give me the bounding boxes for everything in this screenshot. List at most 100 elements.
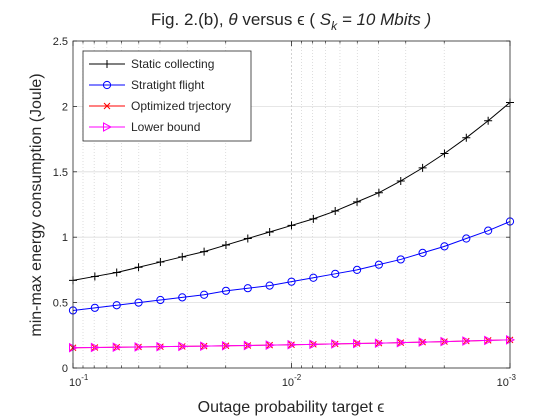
series-static-collecting [69,98,514,285]
legend-label: Lower bound [131,120,200,134]
data-point [90,342,100,353]
data-point [90,303,99,312]
title-prefix: Fig. 2.(b), [151,10,228,29]
data-point [112,268,121,277]
data-point [221,241,230,250]
x-axis-label-text: Outage probability target [198,399,378,416]
data-point [112,342,122,353]
data-point [309,339,319,350]
data-point [134,263,143,272]
ticks: 00.511.522.510-1 10-2 10-3 [53,36,517,389]
title-epsilon: ϵ [297,10,305,29]
data-point [440,149,449,158]
data-point [440,336,450,347]
data-point [112,301,121,310]
data-point [243,234,252,243]
data-point [156,258,165,267]
data-point [134,298,143,307]
legend-item: Stratight flight [89,78,205,92]
data-point [396,255,405,264]
data-point [156,295,165,305]
y-tick-label: 0.5 [53,298,68,310]
data-point [331,339,341,349]
y-axis-label: min-max energy consumption (Joule) [28,73,45,336]
data-point [287,277,296,286]
legend-marker [103,60,111,68]
title-k: k [331,19,338,33]
x-axis-label-epsilon: ϵ [377,399,384,416]
title-theta: θ [228,10,238,29]
data-point [462,133,471,142]
y-tick-label: 0 [62,363,68,375]
series-line [72,339,511,349]
series-lower-bound [69,335,516,353]
data-point [265,340,275,350]
data-point [134,342,144,352]
data-point [265,227,274,236]
data-point [462,336,472,346]
data-point [200,290,209,299]
x-tick-label-base: 10 [69,377,81,389]
data-point [484,335,494,346]
data-point [243,284,252,293]
legend-item: Static collecting [89,57,214,71]
x-tick-label: 10-2 [282,373,302,389]
data-point [418,163,427,172]
x-tick-label: 10-3 [497,373,517,389]
x-tick-label-base: 10 [497,377,509,389]
x-axis-label: Outage probability target ϵ [198,399,385,416]
title-s: S [320,10,332,29]
data-point [484,226,493,235]
y-tick-label: 2 [62,101,68,113]
x-tick-label-exponent: -1 [81,373,89,382]
data-point [287,339,297,350]
data-point [352,265,362,274]
legend-item: Lower bound [89,120,200,134]
data-point [418,248,427,257]
data-point [265,281,274,290]
legend-label: Optimized trjectory [131,99,231,113]
data-point [462,234,471,243]
data-point [440,242,449,251]
x-tick-label-base: 10 [282,377,294,389]
data-point [374,338,384,348]
title-open: ( [305,10,320,29]
title-value: = 10 Mbits ) [337,10,431,29]
x-tick-label-exponent: -2 [294,373,302,382]
data-point [331,207,340,216]
y-tick-label: 1.5 [53,167,68,179]
legend: Static collecting Stratight flight Optimiz… [82,50,252,142]
series-line [72,221,511,311]
data-point [200,247,209,256]
legend-label: Stratight flight [131,78,205,92]
legend-box [82,50,252,142]
data-point [309,273,318,282]
legend-marker [102,80,112,90]
data-point [484,116,493,125]
legend-item: Optimized trjectory [89,99,231,113]
data-point [353,338,363,349]
data-point [178,341,188,352]
data-point [221,340,232,351]
x-tick-label: 10-1 [69,373,89,389]
data-point [178,252,187,261]
data-point [309,214,318,223]
data-point [90,272,99,281]
chart-title: Fig. 2.(b), θ versus ϵ ( Sk = 10 Mbits ) [151,10,431,33]
data-point [178,293,187,302]
series-layer [68,98,516,353]
data-point [243,340,253,351]
data-point [331,269,340,278]
data-point [396,337,406,348]
data-point [221,286,231,295]
data-point [287,221,296,230]
y-tick-label: 1 [62,232,68,244]
data-point [353,197,362,206]
legend-marker [103,122,113,132]
y-tick-label: 2.5 [53,36,68,48]
title-versus: versus [238,10,298,29]
x-tick-label-exponent: -3 [509,373,517,382]
data-point [374,260,383,269]
data-point [200,341,210,351]
